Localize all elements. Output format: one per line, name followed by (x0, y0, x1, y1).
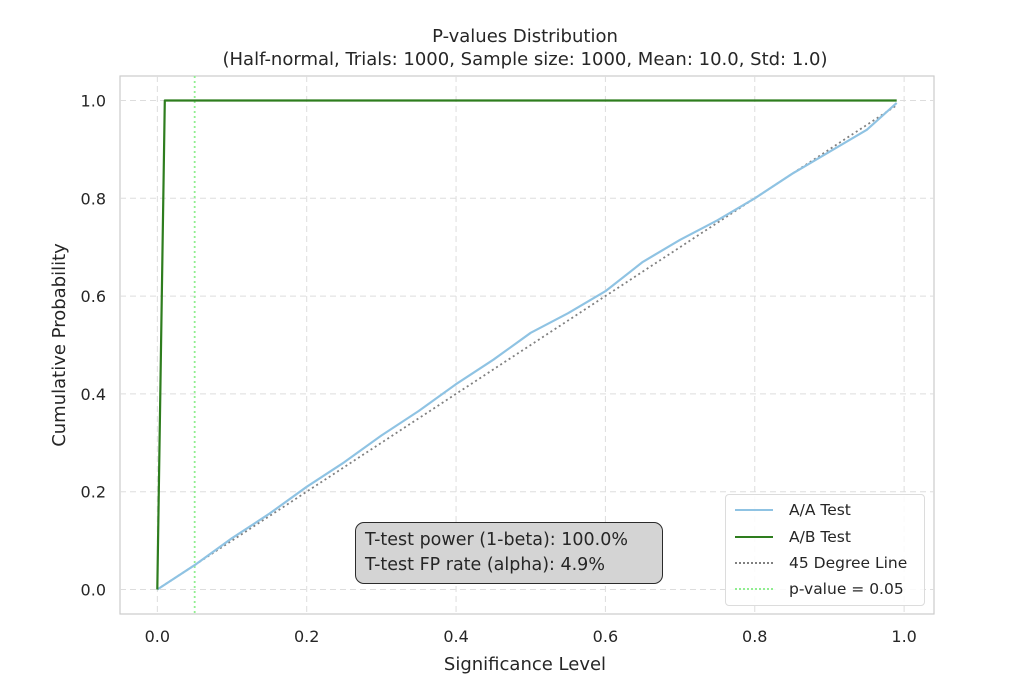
legend-item-ab-test: A/B Test (726, 526, 851, 548)
fp-rate-annotation: T-test FP rate (alpha): 4.9% (365, 555, 605, 575)
legend-item-aa-test: A/A Test (726, 499, 851, 521)
legend-swatch-45-degree-line (735, 562, 773, 564)
legend-swatch-p-value (735, 588, 773, 590)
legend-label-ab-test: A/B Test (789, 528, 851, 546)
y-axis-label: Cumulative Probability (49, 243, 70, 447)
x-tick-label: 0.8 (742, 627, 767, 646)
series-line-a-a-test (156, 102, 898, 591)
x-tick-label: 0.0 (145, 627, 170, 646)
legend-label-p-value: p-value = 0.05 (789, 580, 904, 598)
tick-labels: 0.0 0.2 0.4 0.6 0.8 1.0 0.0 0.2 0.4 0.6 0.8 1.0 (81, 91, 917, 646)
power-annotation: T-test power (1-beta): 100.0% (365, 530, 628, 550)
y-tick-label: 0.2 (81, 483, 106, 502)
stats-annotation-box: T-test power (1-beta): 100.0% T-test FP … (355, 522, 663, 584)
chart-subtitle: (Half-normal, Trials: 1000, Sample size:… (223, 49, 828, 70)
legend-item-45-degree-line: 45 Degree Line (726, 552, 907, 574)
legend-label-45-degree-line: 45 Degree Line (789, 554, 908, 572)
legend-swatch-ab-test (735, 536, 773, 538)
series-lines (156, 76, 898, 614)
legend-label-aa-test: A/A Test (789, 501, 851, 519)
x-tick-label: 0.6 (593, 627, 618, 646)
y-tick-label: 0.4 (81, 385, 106, 404)
x-tick-label: 0.2 (294, 627, 319, 646)
y-tick-label: 0.6 (81, 287, 106, 306)
legend-swatch-aa-test (735, 509, 773, 511)
y-tick-label: 0.0 (81, 581, 106, 600)
legend: A/A Test A/B Test 45 Degree Line p-value… (725, 494, 925, 606)
chart-title: P-values Distribution (432, 26, 618, 47)
y-tick-label: 0.8 (81, 189, 106, 208)
x-tick-label: 1.0 (891, 627, 916, 646)
legend-item-p-value: p-value = 0.05 (726, 578, 904, 600)
x-tick-label: 0.4 (443, 627, 468, 646)
x-axis-label: Significance Level (444, 654, 606, 675)
series-line-a-b-test (156, 99, 897, 590)
y-tick-label: 1.0 (81, 91, 106, 110)
